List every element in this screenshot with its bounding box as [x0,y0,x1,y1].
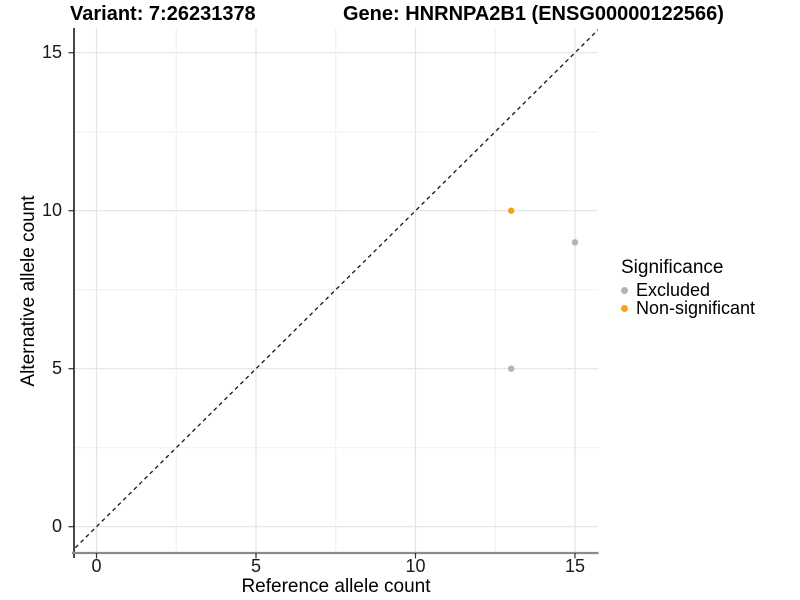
identity-line [74,29,598,550]
y-tick-label: 15 [41,41,62,62]
legend-item-non-significant: Non-significant [621,297,799,318]
y-tick-label: 0 [51,515,62,536]
legend-dot-excluded [621,287,628,295]
legend-dot-non-significant [621,304,628,312]
legend-rows: Excluded Non-significant [621,280,799,318]
variant-title: Variant: 7:26231378 [70,3,256,25]
gene-title: Gene: HNRNPA2B1 (ENSG00000122566) [343,3,724,25]
y-tick-label: 10 [41,199,62,220]
point-non-significant [508,207,515,214]
x-tick-label: 10 [405,556,426,576]
data-points [508,207,579,372]
tick-marks [68,52,576,559]
legend-item-label: Excluded [636,280,711,301]
legend: Significance Excluded Non-significant [621,257,799,318]
x-tick-label: 5 [250,556,261,576]
x-axis-title: Reference allele count [241,576,431,597]
legend-title: Significance [621,257,724,278]
grid-major [74,28,598,553]
x-tick-label: 15 [564,556,586,576]
y-axis-title: Alternative allele count [18,195,39,387]
x-tick-label: 0 [91,556,102,576]
legend-item-excluded: Excluded [621,280,799,301]
grid-minor [74,28,598,553]
point-excluded [508,365,515,372]
y-tick-label: 5 [51,357,62,378]
point-excluded [571,239,579,246]
legend-item-label: Non-significant [636,297,756,318]
